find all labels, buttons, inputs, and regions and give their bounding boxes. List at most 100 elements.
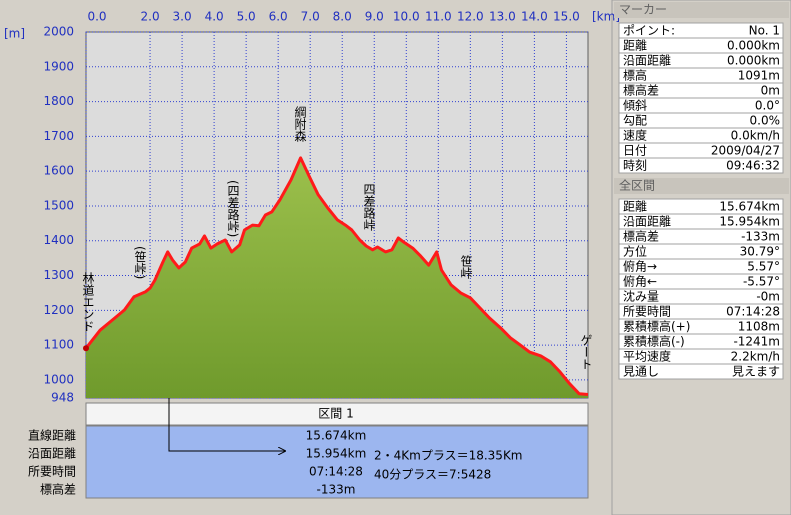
panel-label: 標高	[623, 68, 647, 83]
panel-value: 見えます	[732, 365, 780, 379]
section-value: 15.674km	[306, 429, 367, 443]
panel-label: 見通し	[623, 365, 659, 379]
panel-label: 沿面距離	[623, 54, 671, 68]
x-tick-label: 12.0	[457, 10, 484, 24]
panel-value: -5.57°	[743, 275, 780, 289]
annotation: 綱附森	[293, 106, 307, 142]
x-tick-label: 15.0	[553, 10, 580, 24]
panel-value: 2.2km/h	[731, 350, 780, 364]
y-tick-label: 1500	[43, 198, 74, 212]
panel-value: 0.000km	[727, 39, 780, 53]
panel-value: 15.674km	[719, 200, 780, 214]
panel-value: 0.000km	[727, 54, 780, 68]
panel-value: -133m	[741, 230, 780, 244]
x-tick-label: 8.0	[333, 10, 352, 24]
panel-value: 0.0%	[750, 114, 781, 128]
section-header	[85, 402, 589, 426]
section-label: 標高差	[40, 482, 76, 497]
x-tick-label: 2.0	[141, 10, 160, 24]
y-tick-label: 1000	[43, 372, 74, 386]
panel-label: 速度	[623, 128, 647, 143]
panel-label: 勾配	[623, 114, 647, 128]
x-tick-label: 6.0	[269, 10, 288, 24]
panel-value: 15.954km	[719, 215, 780, 229]
y-tick-label: 1200	[43, 303, 74, 317]
section-body	[85, 425, 589, 499]
panel-label: ポイント:	[623, 24, 675, 38]
annotation: 笹峠	[459, 255, 473, 279]
panel-value: 1091m	[738, 69, 780, 83]
panel-label: 平均速度	[623, 349, 671, 364]
y-tick-label: 1300	[43, 268, 74, 282]
x-tick-label: 9.0	[365, 10, 384, 24]
panel-label: 日付	[623, 144, 647, 158]
x-unit: [km]	[592, 10, 620, 24]
panel-value: -0m	[756, 290, 780, 304]
x-tick-label: 4.0	[205, 10, 224, 24]
panel-value: 0m	[761, 84, 780, 98]
section-value: 15.954km	[306, 447, 367, 461]
section-label: 沿面距離	[28, 447, 76, 461]
panel-label: 俯角→	[623, 259, 657, 274]
panel-label: 沈み量	[623, 289, 659, 304]
panel-value: -1241m	[733, 335, 780, 349]
section-label: 所要時間	[28, 465, 76, 479]
panel-label: 累積標高(+)	[623, 319, 690, 334]
panel-row	[618, 363, 784, 380]
x-tick-label: 3.0	[173, 10, 192, 24]
x-tick-label: 0.0	[87, 10, 106, 24]
panel-label: 傾斜	[623, 99, 647, 113]
y-unit: [m]	[4, 27, 25, 41]
panel-label: 時刻	[623, 159, 647, 173]
x-tick-label: 10.0	[393, 10, 420, 24]
panel-label: 俯角←	[623, 274, 657, 289]
panel-label: 所要時間	[623, 305, 671, 319]
panel-value: 5.57°	[747, 260, 780, 274]
annotation: 林道エンド	[81, 272, 95, 332]
y-tick-label: 1400	[43, 233, 74, 247]
panel-value: No. 1	[749, 24, 780, 38]
panel-label: 標高差	[623, 83, 659, 98]
panel-value: 30.79°	[740, 245, 780, 259]
panel-value: 1108m	[738, 320, 780, 334]
y-tick-label: 1800	[43, 94, 74, 108]
annotation: (四差路峠)	[226, 180, 240, 237]
panel-label: 距離	[623, 39, 647, 53]
y-tick-label: 2000	[43, 25, 74, 39]
section-note: 2・4Kmプラス＝18.35Km	[374, 449, 523, 463]
elevation-line	[84, 156, 589, 396]
y-tick-label: 948	[51, 391, 74, 405]
panel-header	[614, 178, 789, 194]
panel-label: 標高差	[623, 229, 659, 244]
panel-value: 2009/04/27	[711, 144, 780, 158]
section-value: 07:14:28	[309, 465, 363, 479]
panel-label: 距離	[623, 200, 647, 214]
section-label: 直線距離	[28, 428, 76, 443]
elevation-area	[86, 157, 588, 398]
y-tick-label: 1600	[43, 164, 74, 178]
x-tick-label: 14.0	[521, 10, 548, 24]
panel-label: 累積標高(-)	[623, 334, 685, 349]
section-title: 区間 1	[318, 407, 353, 421]
x-tick-label: 11.0	[425, 10, 452, 24]
y-tick-label: 1700	[43, 129, 74, 143]
panel-value: 07:14:28	[726, 305, 780, 319]
section-note: 40分プラス＝7:5428	[374, 468, 491, 482]
panel-value: 0.0°	[755, 99, 780, 113]
y-tick-label: 1100	[43, 338, 74, 352]
panel-title: 全区間	[619, 178, 655, 193]
section-value: -133m	[317, 483, 356, 497]
panel-header	[614, 2, 789, 18]
marker-point	[83, 345, 89, 352]
x-tick-label: 7.0	[301, 10, 320, 24]
x-tick-label: 13.0	[489, 10, 516, 24]
panel-label: 沿面距離	[623, 215, 671, 229]
y-tick-label: 1900	[43, 59, 74, 73]
x-tick-label: 5.0	[237, 10, 256, 24]
annotation: ゲート	[579, 334, 593, 370]
panel-title: マーカー	[619, 3, 667, 17]
annotation: 四差路峠	[362, 183, 376, 231]
panel-label: 方位	[623, 244, 647, 259]
annotation: (笹峠)	[133, 246, 147, 279]
